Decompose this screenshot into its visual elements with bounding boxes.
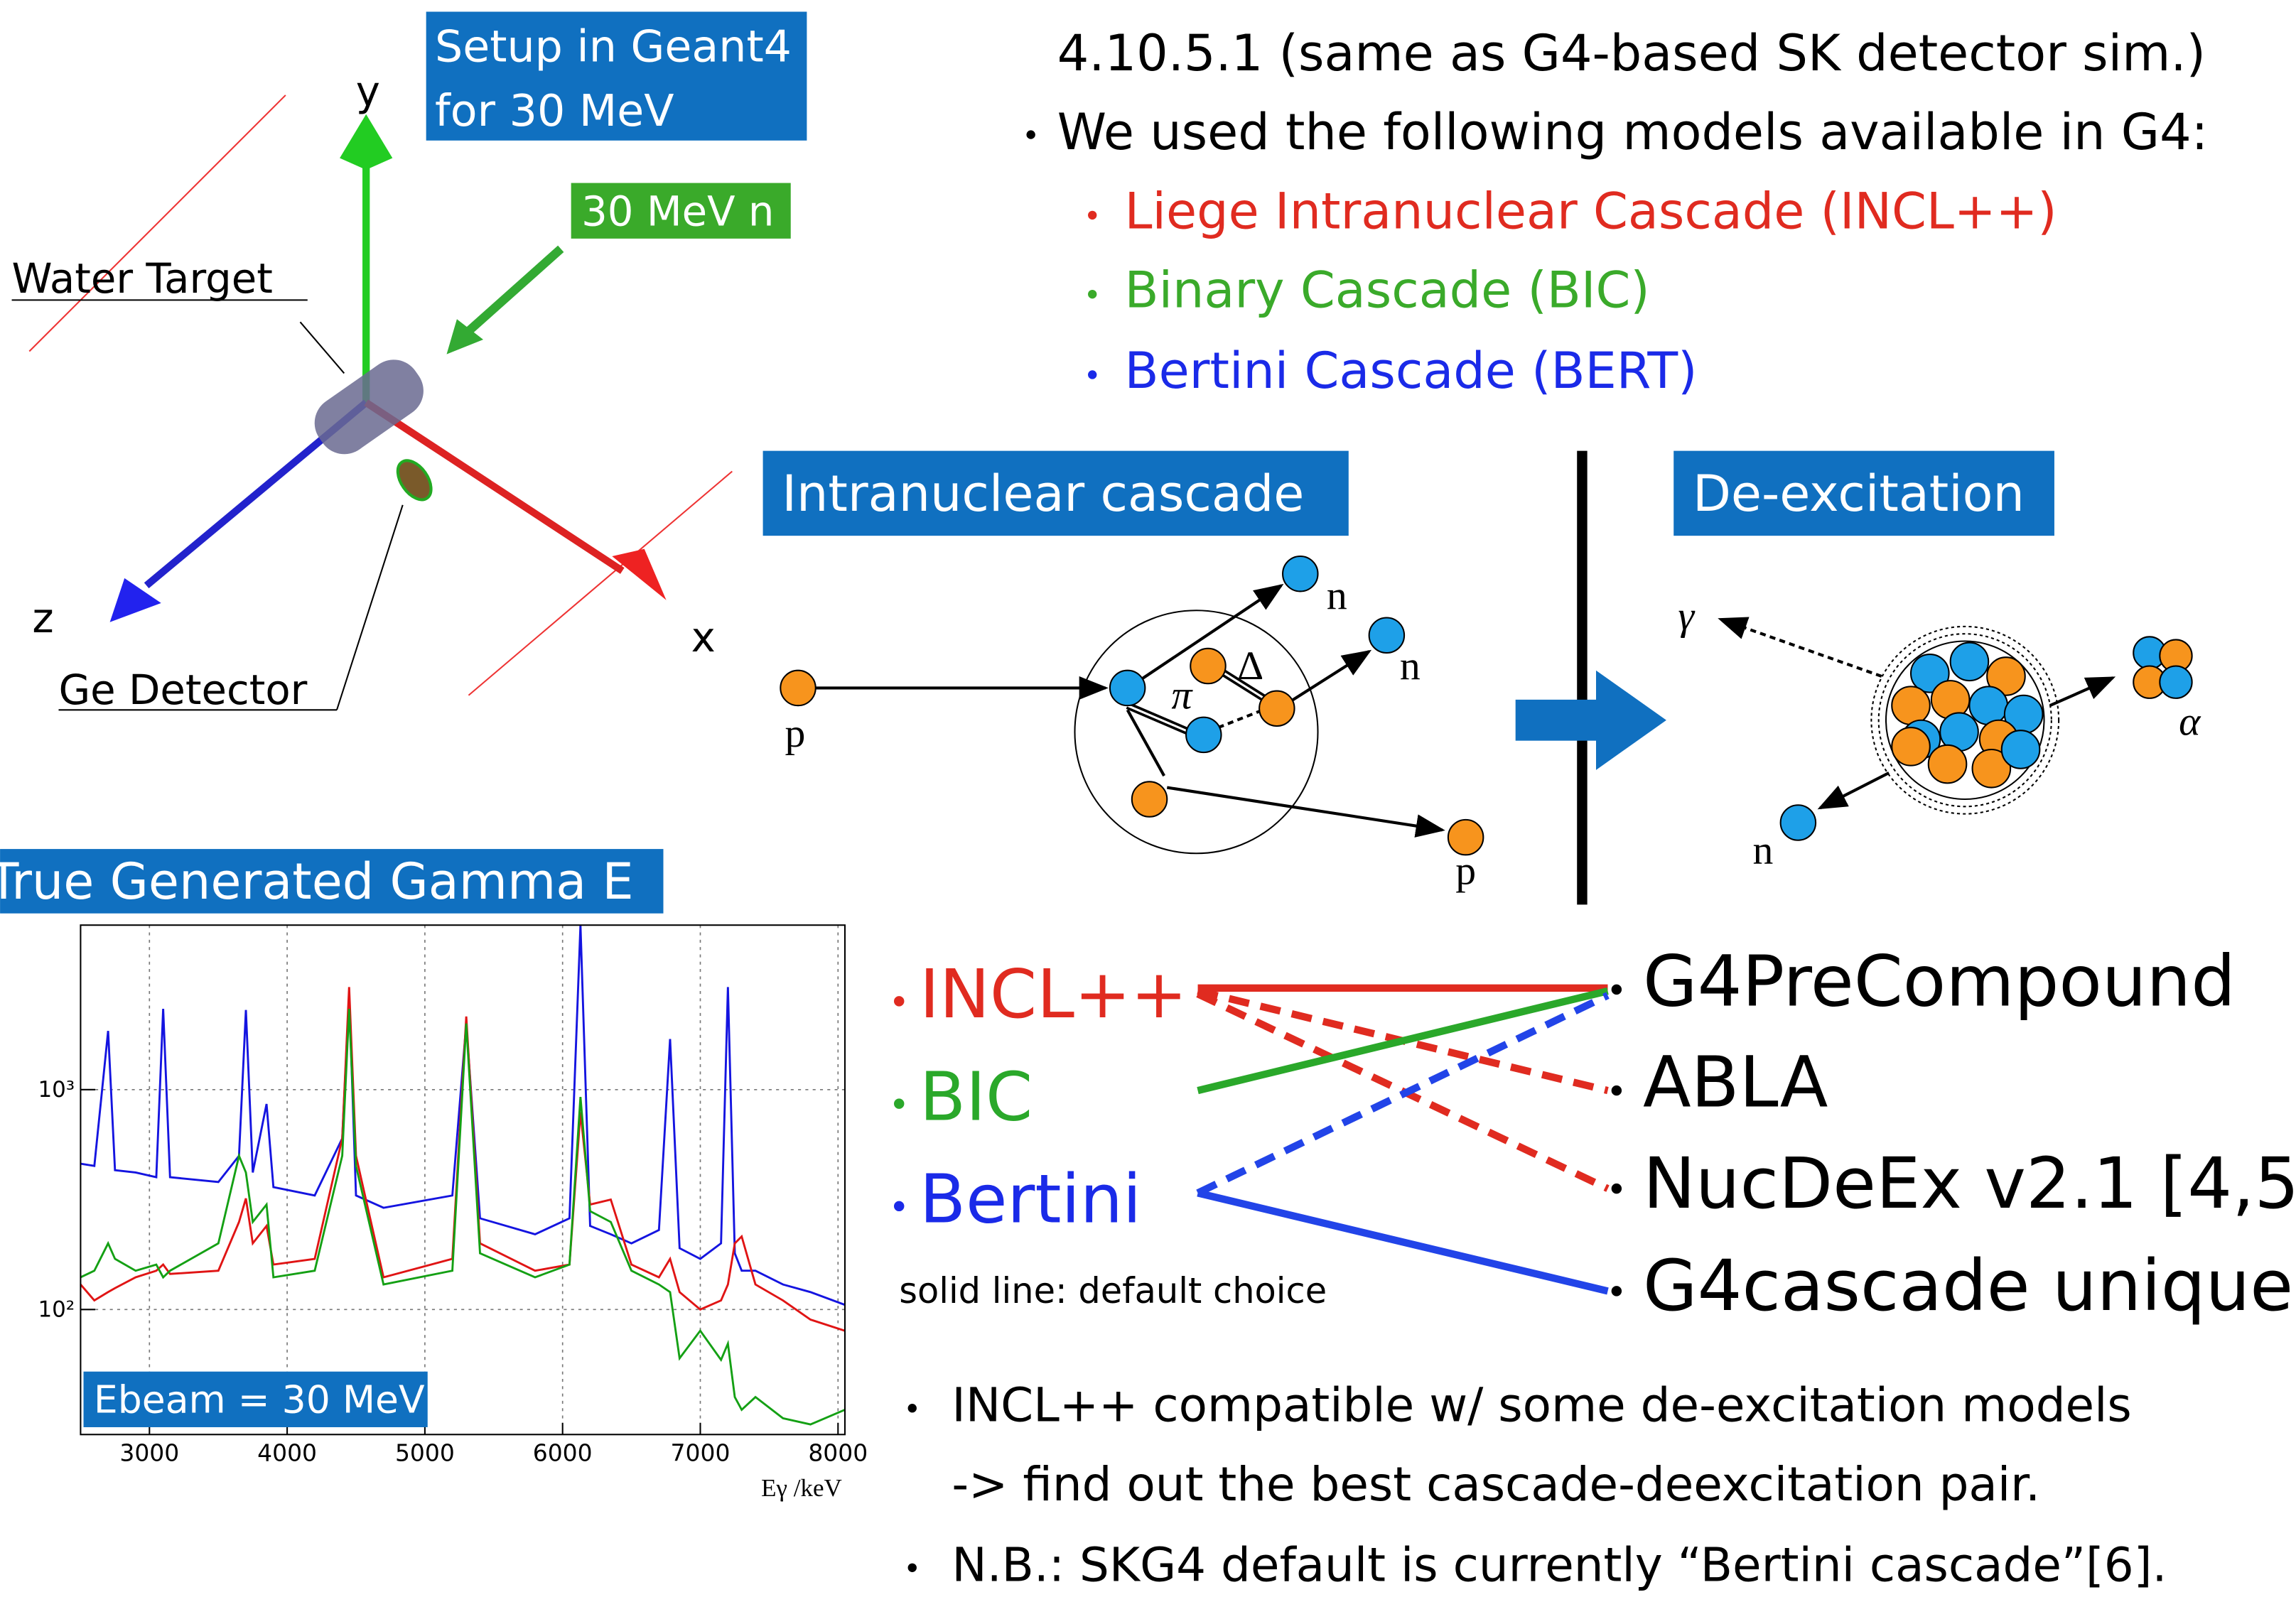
particles bbox=[1781, 805, 1816, 840]
particles bbox=[1892, 727, 1930, 766]
particle-label: p bbox=[785, 711, 805, 756]
particles bbox=[1369, 618, 1404, 653]
particles bbox=[1951, 643, 1989, 681]
bottom-bullet: -> find out the best cascade-deexcitatio… bbox=[952, 1457, 2040, 1512]
axis-x-label: x bbox=[691, 613, 716, 661]
x-tick-label: 5000 bbox=[395, 1439, 455, 1466]
bullet bbox=[1088, 211, 1096, 220]
setup-text: Setup in Geant4 bbox=[435, 21, 792, 72]
particle-label: p bbox=[1455, 849, 1476, 894]
divider bbox=[1577, 451, 1587, 905]
bullet bbox=[1026, 130, 1035, 139]
particle-label: γ bbox=[1678, 594, 1695, 639]
particles bbox=[1259, 691, 1294, 726]
deexcitation-name: G4cascade unique bbox=[1643, 1245, 2293, 1327]
cascade-name: BIC bbox=[920, 1058, 1033, 1136]
bullet bbox=[1088, 370, 1096, 379]
x-tick-label: 4000 bbox=[257, 1439, 317, 1466]
bottom-bullet: N.B.: SKG4 default is currently “Bertini… bbox=[952, 1537, 2167, 1592]
x-tick-label: 8000 bbox=[808, 1439, 868, 1466]
intro-line: 4.10.5.1 (same as G4-based SK detector s… bbox=[1057, 24, 2206, 82]
slide: y z x Water Target Ge Detector Setup in … bbox=[0, 0, 2296, 1597]
bullet bbox=[894, 1201, 904, 1211]
x-tick-label: 6000 bbox=[533, 1439, 593, 1466]
bullet bbox=[1088, 290, 1096, 298]
y-tick-label: 10³ bbox=[38, 1077, 75, 1103]
axis-y-label: y bbox=[356, 67, 380, 115]
deexcitation-title: De-excitation bbox=[1693, 465, 2025, 523]
beam-label: 30 MeV n bbox=[581, 187, 774, 235]
bullet-text: We used the following models available i… bbox=[1057, 103, 2209, 161]
particle-label: n bbox=[1400, 644, 1421, 688]
annotation: Ebeam = 30 MeV bbox=[94, 1377, 425, 1422]
particles bbox=[780, 671, 815, 705]
particle-label: n bbox=[1752, 828, 1773, 873]
y-tick-label: 10² bbox=[38, 1297, 75, 1323]
particle-label: n bbox=[1327, 573, 1347, 618]
setup-text: for 30 MeV bbox=[435, 85, 674, 136]
water-target-label: Water Target bbox=[12, 254, 273, 303]
bullet bbox=[908, 1564, 917, 1572]
deexcitation-name: ABLA bbox=[1643, 1042, 1828, 1124]
particle-label: Δ bbox=[1237, 644, 1263, 688]
axis-z-label: z bbox=[32, 594, 53, 642]
particles bbox=[1283, 556, 1317, 591]
deexcitation-bullets bbox=[1612, 1086, 1622, 1095]
model-text: Bertini Cascade (BERT) bbox=[1125, 342, 1698, 400]
deexcitation-bullets bbox=[1612, 1286, 1622, 1296]
particles bbox=[1892, 686, 1930, 725]
particles bbox=[1969, 686, 2007, 725]
bullet bbox=[908, 1404, 917, 1412]
particles bbox=[2002, 730, 2040, 769]
cascade-name: INCL++ bbox=[920, 956, 1187, 1034]
x-tick-label: 3000 bbox=[119, 1439, 179, 1466]
model-text: Liege Intranuclear Cascade (INCL++) bbox=[1125, 182, 2057, 240]
page: {"slide":{ "intro_line":"4.10.5.1 (same … bbox=[0, 0, 2296, 1597]
particle-label: π bbox=[1171, 673, 1193, 718]
cascade-title: Intranuclear cascade bbox=[782, 465, 1304, 523]
particles bbox=[1110, 671, 1145, 705]
particle-label: α bbox=[2179, 699, 2201, 744]
ge-detector-label: Ge Detector bbox=[58, 666, 307, 714]
chart-title: True Generated Gamma E bbox=[0, 852, 634, 911]
deexcitation-name: NucDeEx v2.1 [4,5] bbox=[1643, 1143, 2296, 1225]
x-tick-label: 7000 bbox=[671, 1439, 731, 1466]
bottom-bullet: INCL++ compatible w/ some de-excitation … bbox=[952, 1378, 2131, 1433]
deexcitation-name: G4PreCompound bbox=[1643, 941, 2236, 1023]
bullet bbox=[894, 996, 904, 1006]
line-note: solid line: default choice bbox=[899, 1270, 1327, 1311]
particles bbox=[1132, 781, 1167, 816]
x-axis-label: Eγ /keV bbox=[761, 1474, 842, 1502]
particles bbox=[1929, 745, 1967, 784]
deexcitation-bullets bbox=[1612, 985, 1622, 995]
particles bbox=[1186, 718, 1221, 752]
particles bbox=[1190, 649, 1225, 683]
model-text: Binary Cascade (BIC) bbox=[1125, 261, 1650, 320]
cascade-name: Bertini bbox=[920, 1161, 1141, 1239]
particles bbox=[2160, 666, 2192, 698]
bullet bbox=[894, 1098, 904, 1108]
deexcitation-bullets bbox=[1612, 1184, 1622, 1193]
